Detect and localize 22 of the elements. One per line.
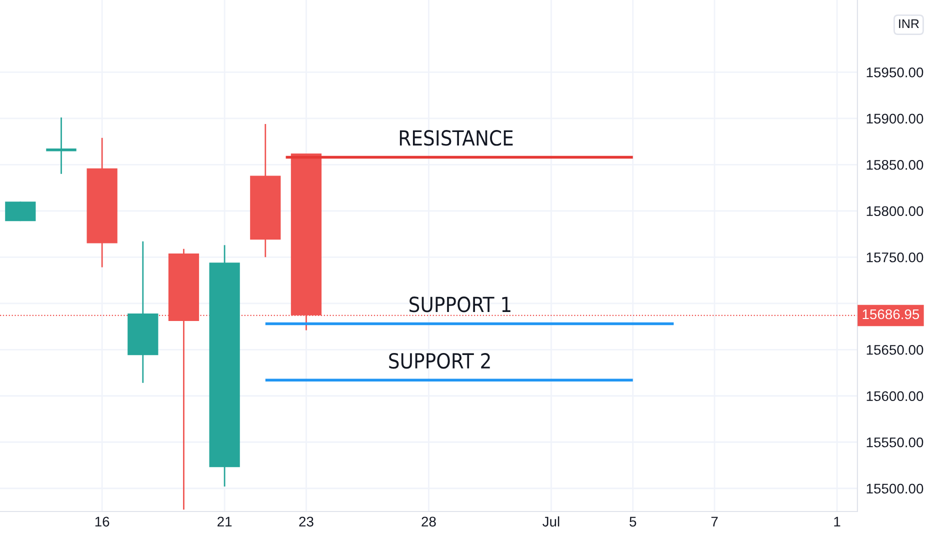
y-tick-label: 15900.00 — [866, 114, 924, 124]
y-tick-label: 15650.00 — [866, 344, 924, 355]
y-tick-label: 15750.00 — [866, 252, 924, 262]
x-tick-label: 21 — [218, 516, 232, 526]
y-tick-label: 15600.00 — [866, 391, 924, 402]
x-tick-label: 5 — [630, 516, 636, 527]
x-tick-label: 23 — [299, 516, 314, 527]
x-tick-label: 28 — [422, 516, 436, 527]
x-tick-label: 7 — [711, 516, 718, 526]
ref-line-label: SUPPORT 1 — [410, 296, 510, 312]
x-tick-label: 1 — [834, 516, 840, 526]
ref-line-label: RESISTANCE — [400, 130, 513, 146]
ref-line-label: SUPPORT 2 — [389, 352, 490, 369]
x-tick-label: 16 — [95, 516, 110, 527]
y-tick-label: 15500.00 — [866, 484, 924, 494]
y-tick-label: 15950.00 — [866, 67, 924, 78]
x-tick-label: Jul — [542, 516, 560, 527]
text: INR — [899, 19, 919, 28]
y-tick-label: 15550.00 — [866, 437, 924, 448]
y-tick-label: 15800.00 — [866, 206, 924, 216]
y-tick-label: 15850.00 — [866, 160, 924, 170]
ref-line-label: 15686.95 — [862, 309, 920, 320]
